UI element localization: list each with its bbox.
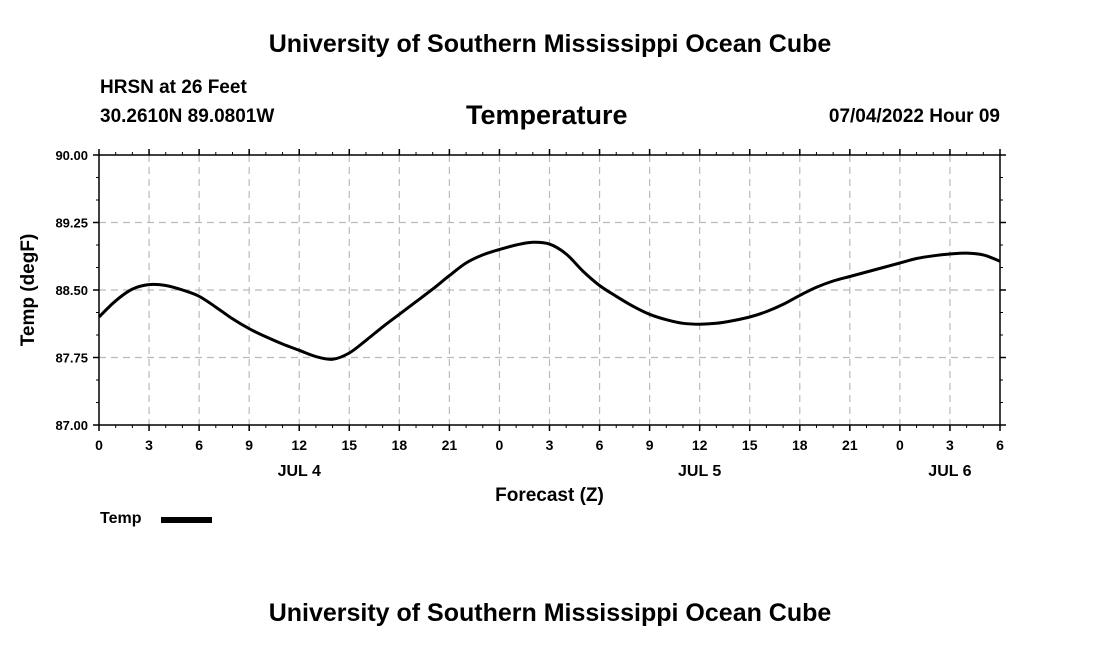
- x-tick-label: 3: [145, 437, 153, 453]
- x-tick-label: 9: [245, 437, 253, 453]
- y-tick-label: 87.75: [55, 351, 88, 366]
- x-tick-label: 0: [896, 437, 904, 453]
- legend-label: Temp: [100, 510, 142, 527]
- y-axis-label: Temp (degF): [18, 234, 39, 347]
- day-label: JUL 6: [928, 463, 971, 480]
- station-label: HRSN at 26 Feet: [100, 77, 247, 98]
- x-tick-label: 6: [195, 437, 203, 453]
- x-tick-label: 15: [742, 437, 758, 453]
- temp-series-line: [97, 240, 1001, 361]
- x-tick-label: 12: [291, 437, 307, 453]
- x-axis-label: Forecast (Z): [495, 485, 604, 506]
- page-title: University of Southern Mississippi Ocean…: [268, 30, 832, 58]
- x-tick-label: 18: [792, 437, 808, 453]
- y-tick-label: 88.50: [55, 283, 88, 298]
- x-tick-label: 9: [646, 437, 654, 453]
- coordinates-label: 30.2610N 89.0801W: [100, 106, 275, 127]
- forecast-datetime: 07/04/2022 Hour 09: [828, 106, 1000, 127]
- x-tick-label: 0: [496, 437, 504, 453]
- y-tick-label: 90.00: [55, 148, 88, 163]
- x-tick-label: 6: [996, 437, 1004, 453]
- x-tick-label: 3: [946, 437, 954, 453]
- chart-title: Temperature: [466, 100, 628, 130]
- y-tick-label: 87.00: [55, 418, 88, 433]
- x-tick-label: 21: [442, 437, 458, 453]
- x-tick-label: 6: [596, 437, 604, 453]
- footer-title: University of Southern Mississippi Ocean…: [268, 599, 832, 627]
- grid-lines: [99, 155, 1000, 425]
- day-label: JUL 5: [678, 463, 721, 480]
- axis-labels: 87.00 87.75 88.50 89.25 90.00 0 3 6 9 12 15 18 21 0 3 6…: [18, 148, 1004, 506]
- x-tick-label: 0: [95, 437, 103, 453]
- x-tick-label: 21: [842, 437, 858, 453]
- legend-swatch: [161, 517, 212, 523]
- plot-frame: [98, 154, 1001, 426]
- day-label: JUL 4: [278, 463, 321, 480]
- x-tick-label: 15: [341, 437, 357, 453]
- x-tick-label: 12: [692, 437, 708, 453]
- x-tick-label: 18: [392, 437, 408, 453]
- x-tick-label: 3: [546, 437, 554, 453]
- y-tick-label: 89.25: [55, 216, 88, 231]
